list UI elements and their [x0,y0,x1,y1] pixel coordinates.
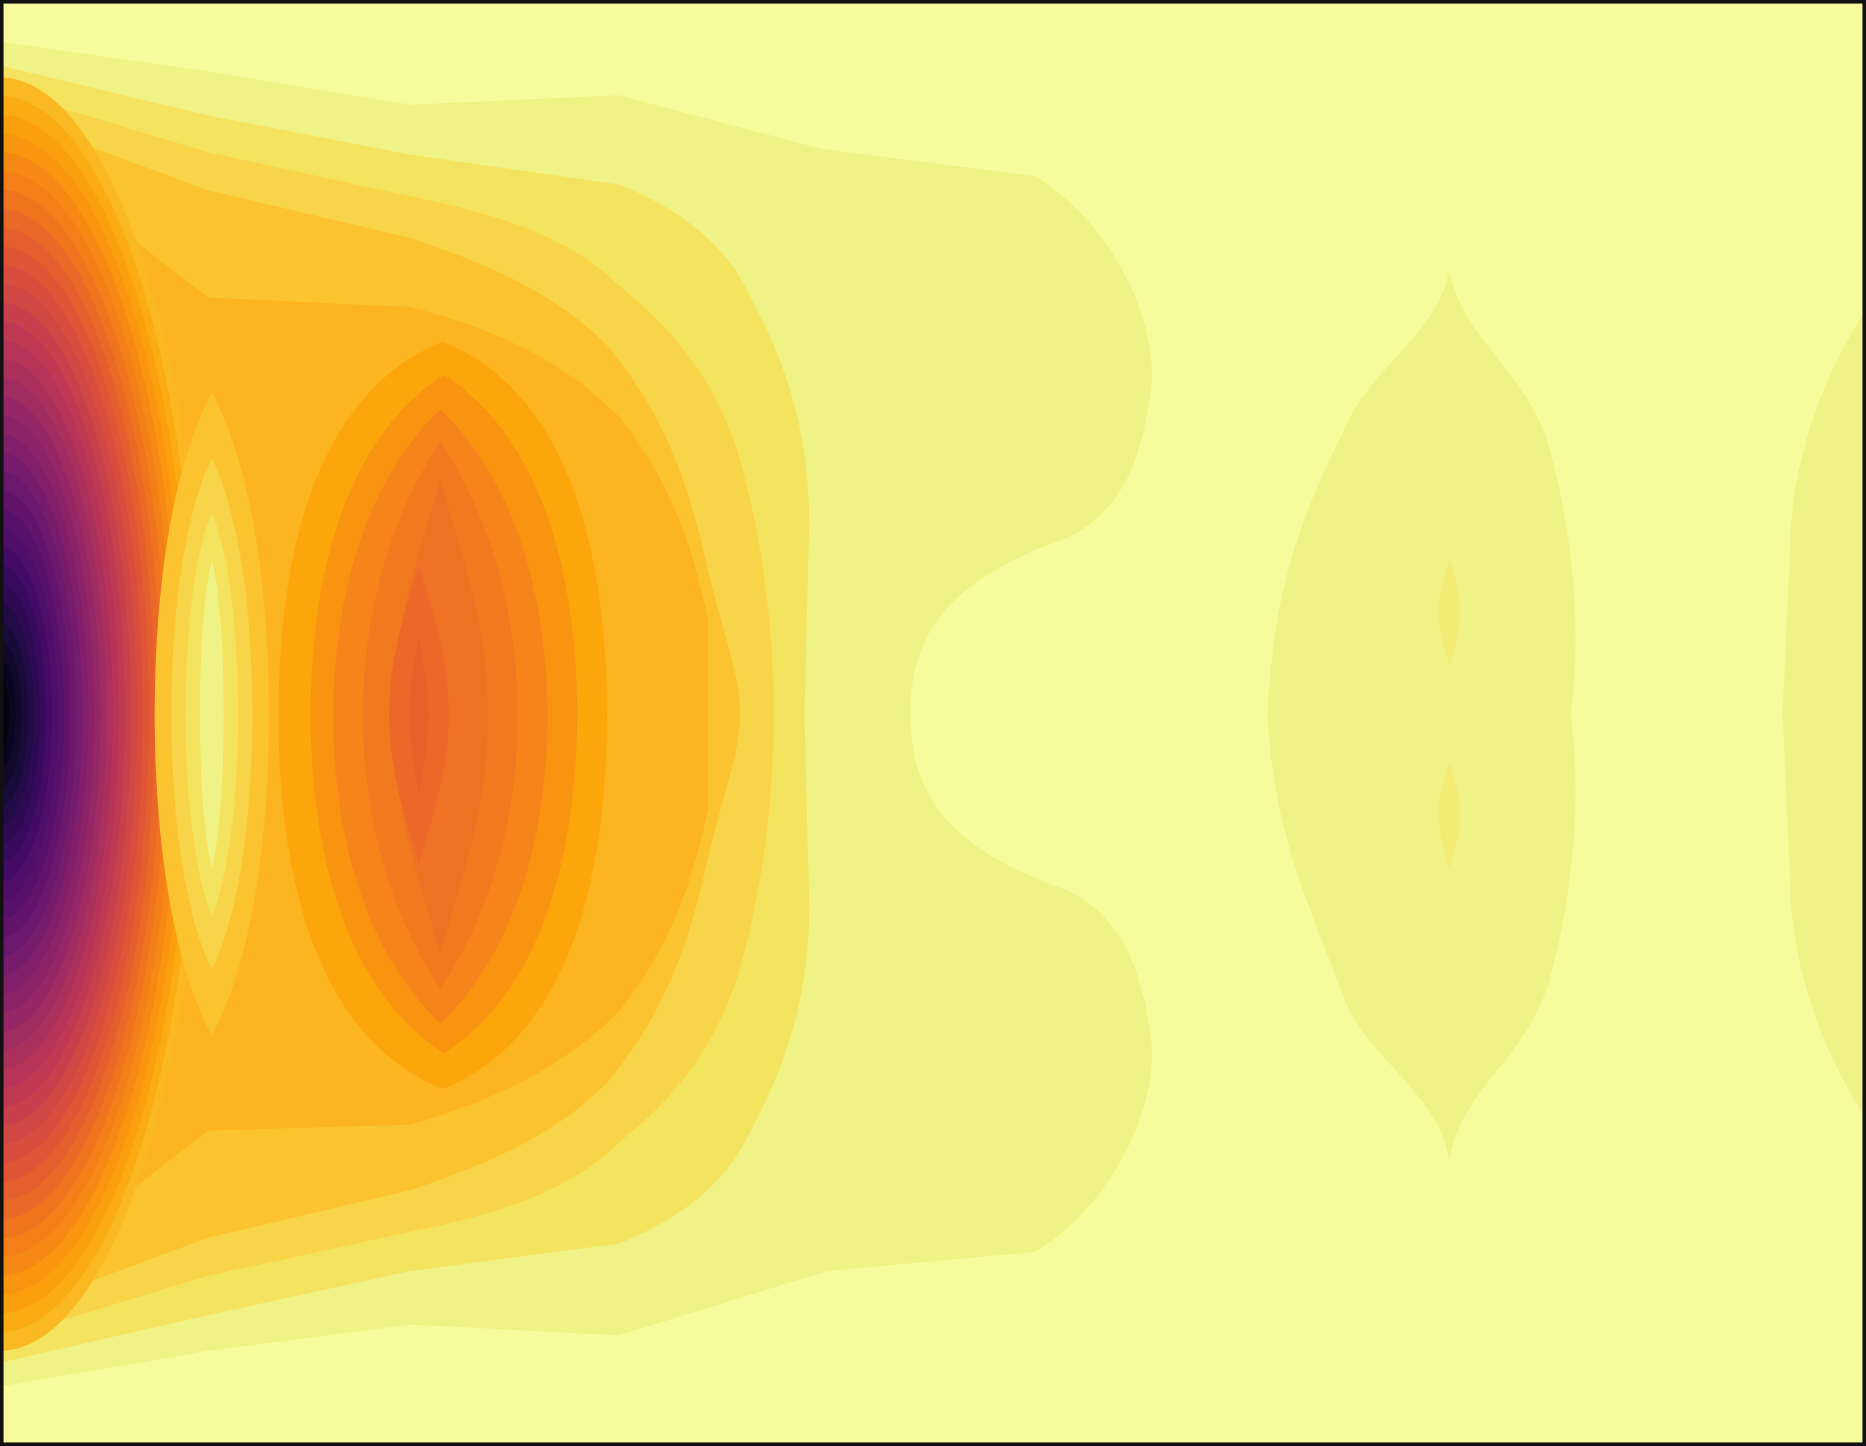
contour-level [1438,559,1461,667]
contour-level [409,636,429,792]
contour-level [1782,315,1863,1113]
contour-level [1267,267,1576,1161]
contour-level [199,559,224,869]
contour-level [1438,761,1461,869]
